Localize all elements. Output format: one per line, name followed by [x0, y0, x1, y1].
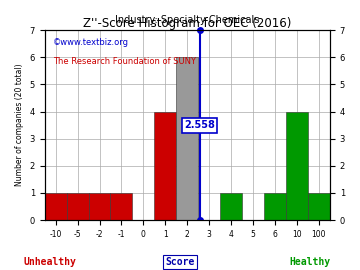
Text: Score: Score — [165, 257, 195, 267]
Bar — [220, 193, 242, 220]
Text: ©www.textbiz.org: ©www.textbiz.org — [53, 38, 129, 47]
Bar — [67, 193, 89, 220]
Bar — [111, 193, 132, 220]
Bar — [45, 193, 67, 220]
Text: The Research Foundation of SUNY: The Research Foundation of SUNY — [53, 57, 196, 66]
Y-axis label: Number of companies (20 total): Number of companies (20 total) — [15, 64, 24, 187]
Bar — [286, 112, 308, 220]
Bar — [176, 57, 198, 220]
Text: Healthy: Healthy — [289, 257, 330, 267]
Title: Z''-Score Histogram for OEC (2016): Z''-Score Histogram for OEC (2016) — [83, 17, 292, 30]
Text: 2.558: 2.558 — [184, 120, 215, 130]
Bar — [264, 193, 286, 220]
Text: Industry: Specialty Chemicals: Industry: Specialty Chemicals — [115, 15, 260, 25]
Bar — [154, 112, 176, 220]
Bar — [308, 193, 330, 220]
Text: Unhealthy: Unhealthy — [24, 257, 77, 267]
Bar — [89, 193, 111, 220]
